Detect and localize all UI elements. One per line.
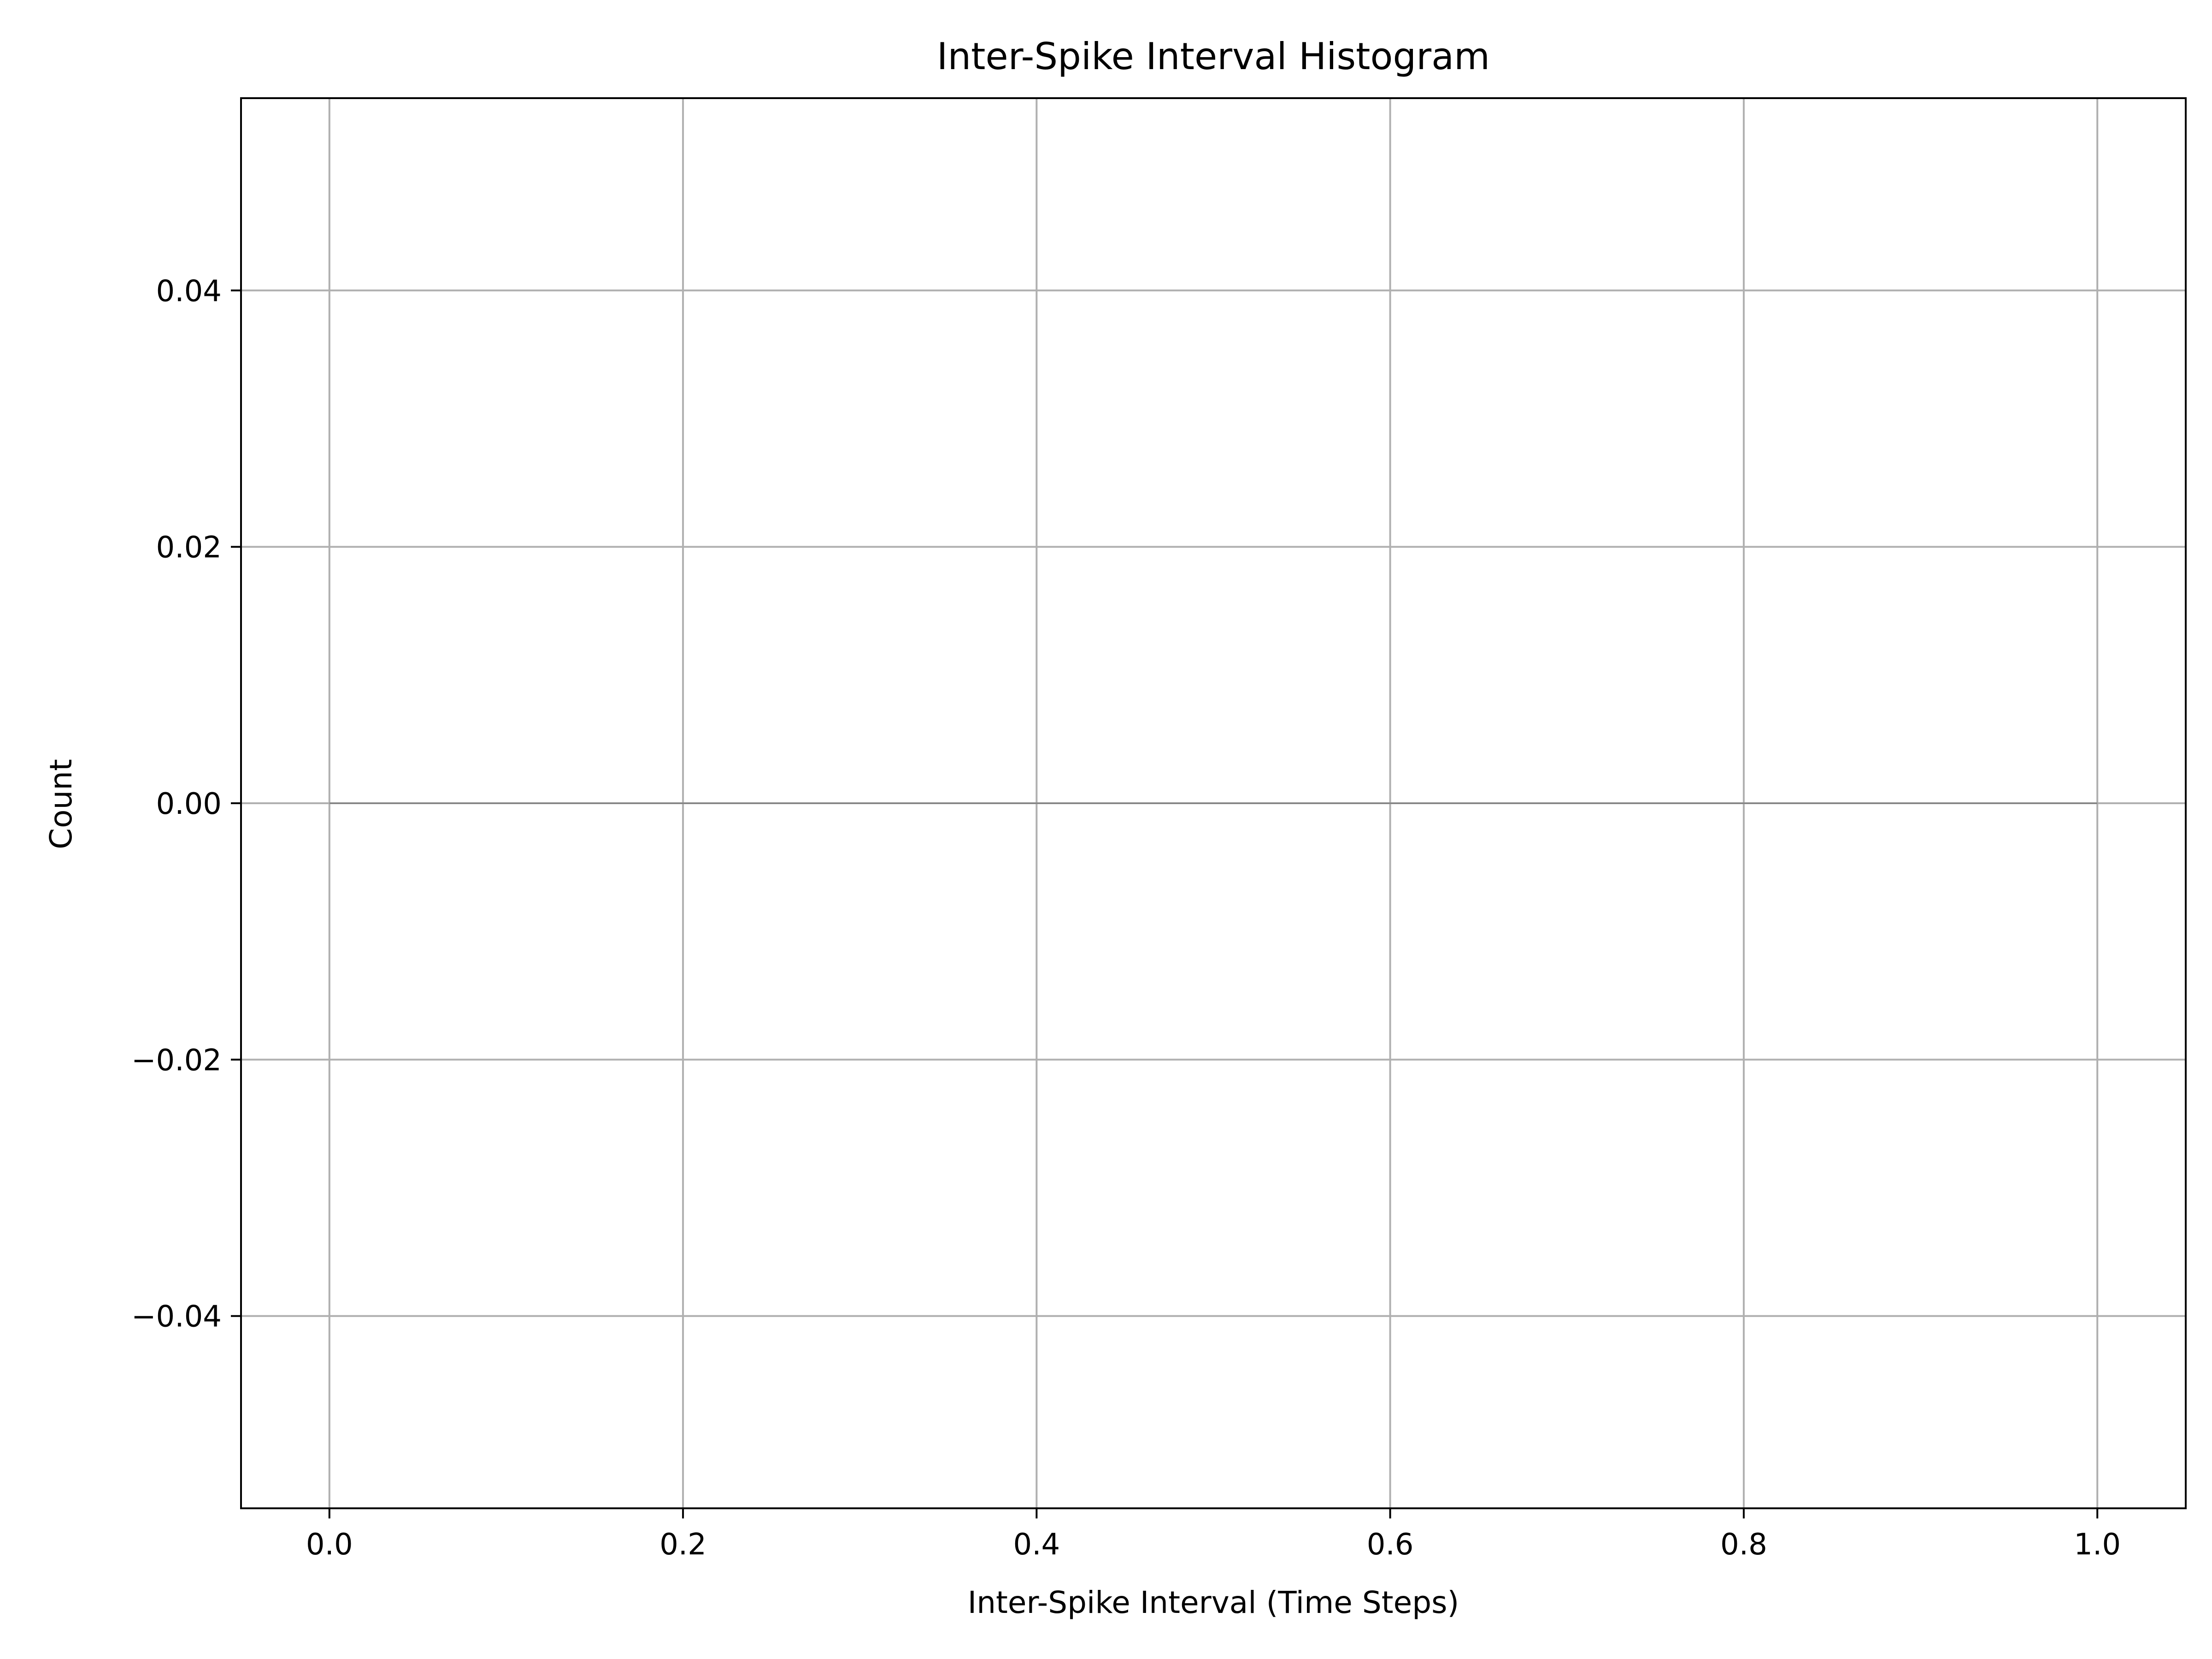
x-tick-label-3: 0.6 — [1367, 1528, 1414, 1562]
y-tick-label-2: 0.00 — [156, 787, 222, 821]
y-tick-label-1: 0.02 — [156, 531, 222, 565]
y-axis-ticks: 0.04 0.02 0.00 −0.02 −0.04 — [131, 274, 241, 1334]
x-tick-label-2: 0.4 — [1013, 1528, 1060, 1562]
x-tick-label-1: 0.2 — [659, 1528, 706, 1562]
y-tick-label-4: −0.04 — [131, 1300, 222, 1334]
x-tick-label-4: 0.8 — [1720, 1528, 1767, 1562]
y-axis-title: Count — [43, 759, 79, 849]
y-tick-label-3: −0.02 — [131, 1043, 222, 1077]
x-tick-label-0: 0.0 — [306, 1528, 353, 1562]
chart-title: Inter-Spike Interval Histogram — [937, 35, 1490, 78]
x-tick-label-5: 1.0 — [2074, 1528, 2121, 1562]
x-axis-title: Inter-Spike Interval (Time Steps) — [968, 1585, 1459, 1620]
y-tick-label-0: 0.04 — [156, 274, 222, 308]
x-axis-ticks: 0.0 0.2 0.4 0.6 0.8 1.0 — [306, 1508, 2121, 1562]
